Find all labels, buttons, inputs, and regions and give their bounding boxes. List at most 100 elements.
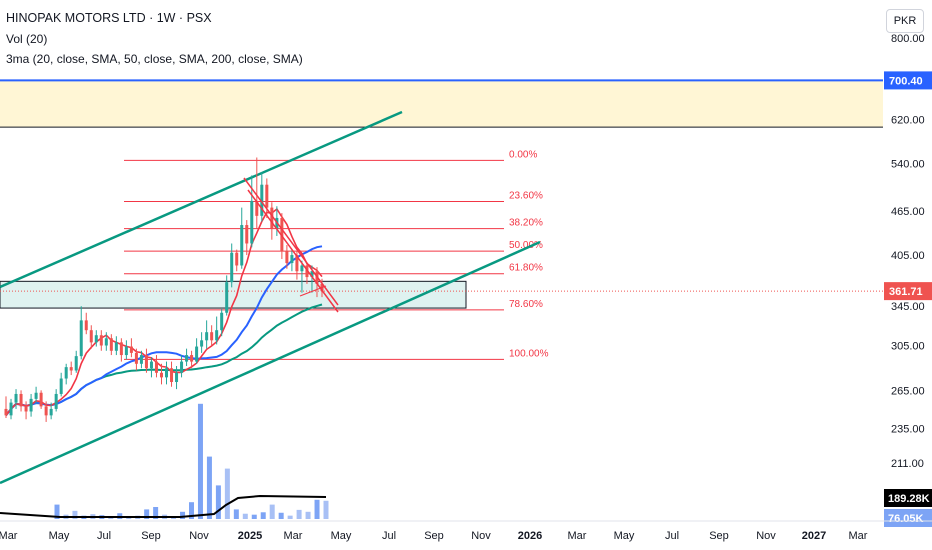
volume-bar — [54, 504, 60, 519]
candle — [175, 366, 179, 390]
candle-body — [159, 372, 163, 378]
candle — [104, 332, 108, 351]
candle-body — [245, 225, 249, 244]
candle-body — [310, 271, 314, 278]
candle-body — [149, 361, 153, 369]
candle — [34, 386, 38, 404]
candle — [170, 361, 174, 387]
price-axis-tick: 465.00 — [891, 206, 925, 218]
candle — [235, 249, 239, 272]
volume-bar — [224, 468, 230, 519]
candle-body — [270, 207, 274, 229]
candle-body — [124, 346, 128, 356]
time-axis-tick: May — [49, 530, 70, 542]
fib-level-label: 23.60% — [509, 191, 543, 202]
candle-body — [265, 184, 269, 208]
candle-body — [59, 378, 63, 394]
volume-bar — [242, 513, 248, 519]
ma-indicator-label[interactable]: 3ma (20, close, SMA, 50, close, SMA, 200… — [6, 52, 303, 66]
candle — [24, 401, 28, 420]
candle — [114, 336, 118, 356]
candle — [49, 402, 53, 420]
price-axis-tick: 620.00 — [891, 114, 925, 126]
volume-bar — [206, 456, 212, 519]
candle — [210, 325, 214, 346]
candle — [265, 178, 269, 218]
candle-body — [305, 265, 309, 278]
time-axis-tick: Nov — [756, 530, 776, 542]
symbol-title[interactable]: HINOPAK MOTORS LTD · 1W · PSX — [6, 11, 212, 25]
price-badge-label: 361.71 — [889, 286, 923, 298]
candle-body — [255, 200, 259, 216]
candle-body — [84, 320, 88, 331]
candle — [19, 390, 23, 412]
time-axis-tick: Mar — [284, 530, 303, 542]
candle-body — [9, 402, 13, 416]
candle — [290, 249, 294, 272]
candle-body — [44, 406, 48, 416]
candle-body — [295, 255, 299, 272]
price-badge-bg — [884, 282, 932, 301]
alert-band — [0, 80, 883, 128]
candle — [255, 157, 259, 229]
candle — [124, 340, 128, 360]
candle-body — [74, 356, 78, 371]
candle-body — [19, 393, 23, 407]
volume-bar — [323, 500, 329, 519]
volume-bar — [305, 511, 311, 519]
candle-body — [290, 255, 294, 264]
candle-body — [64, 367, 68, 379]
price-axis-tick: 305.00 — [891, 341, 925, 353]
time-axis-tick: Jul — [665, 530, 679, 542]
volume-indicator-label[interactable]: Vol (20) — [6, 32, 48, 46]
candle — [79, 306, 83, 360]
candle — [99, 330, 103, 351]
candle-body — [14, 393, 18, 403]
price-badge-bg — [884, 71, 932, 90]
candle-body — [79, 320, 83, 357]
currency-button[interactable]: PKR — [886, 9, 924, 33]
candle — [94, 330, 98, 347]
fib-level-label: 78.60% — [509, 299, 543, 310]
candle-body — [119, 342, 123, 356]
candle — [29, 393, 33, 417]
candle-body — [39, 392, 43, 407]
candle-body — [215, 330, 219, 341]
price-axis-tick: 235.00 — [891, 424, 925, 436]
price-axis-tick: 540.00 — [891, 158, 925, 170]
candle — [59, 372, 63, 397]
candle-body — [4, 408, 8, 416]
volume-badge-label: 76.05K — [888, 513, 924, 525]
candle — [240, 207, 244, 269]
candle-body — [109, 338, 113, 351]
candle-body — [210, 332, 214, 341]
candle-body — [220, 312, 224, 331]
candle-body — [49, 408, 53, 416]
candle — [134, 348, 138, 371]
time-axis-tick: Mar — [568, 530, 587, 542]
candle — [205, 320, 209, 349]
candle-body — [205, 332, 209, 341]
candle-body — [144, 355, 148, 369]
volume-badge-label: 189.28K — [888, 493, 930, 505]
candle — [225, 275, 229, 316]
time-axis-tick: 2027 — [802, 530, 826, 542]
candle-body — [29, 398, 33, 412]
candle — [200, 332, 204, 353]
candle — [195, 338, 199, 364]
candle — [144, 348, 148, 373]
candle-body — [99, 335, 103, 346]
volume-bar — [189, 502, 194, 519]
candle-body — [139, 355, 143, 364]
volume-bar — [269, 504, 275, 519]
candle-body — [200, 340, 204, 347]
fib-level-label: 50.00% — [509, 240, 543, 251]
volume-badge-bg — [884, 509, 932, 527]
candle-body — [235, 252, 239, 266]
ma-mid-line — [5, 245, 323, 417]
candle — [220, 308, 224, 337]
time-axis-tick: Jul — [97, 530, 111, 542]
candle — [230, 243, 234, 288]
fib-level-label: 100.00% — [509, 348, 549, 359]
